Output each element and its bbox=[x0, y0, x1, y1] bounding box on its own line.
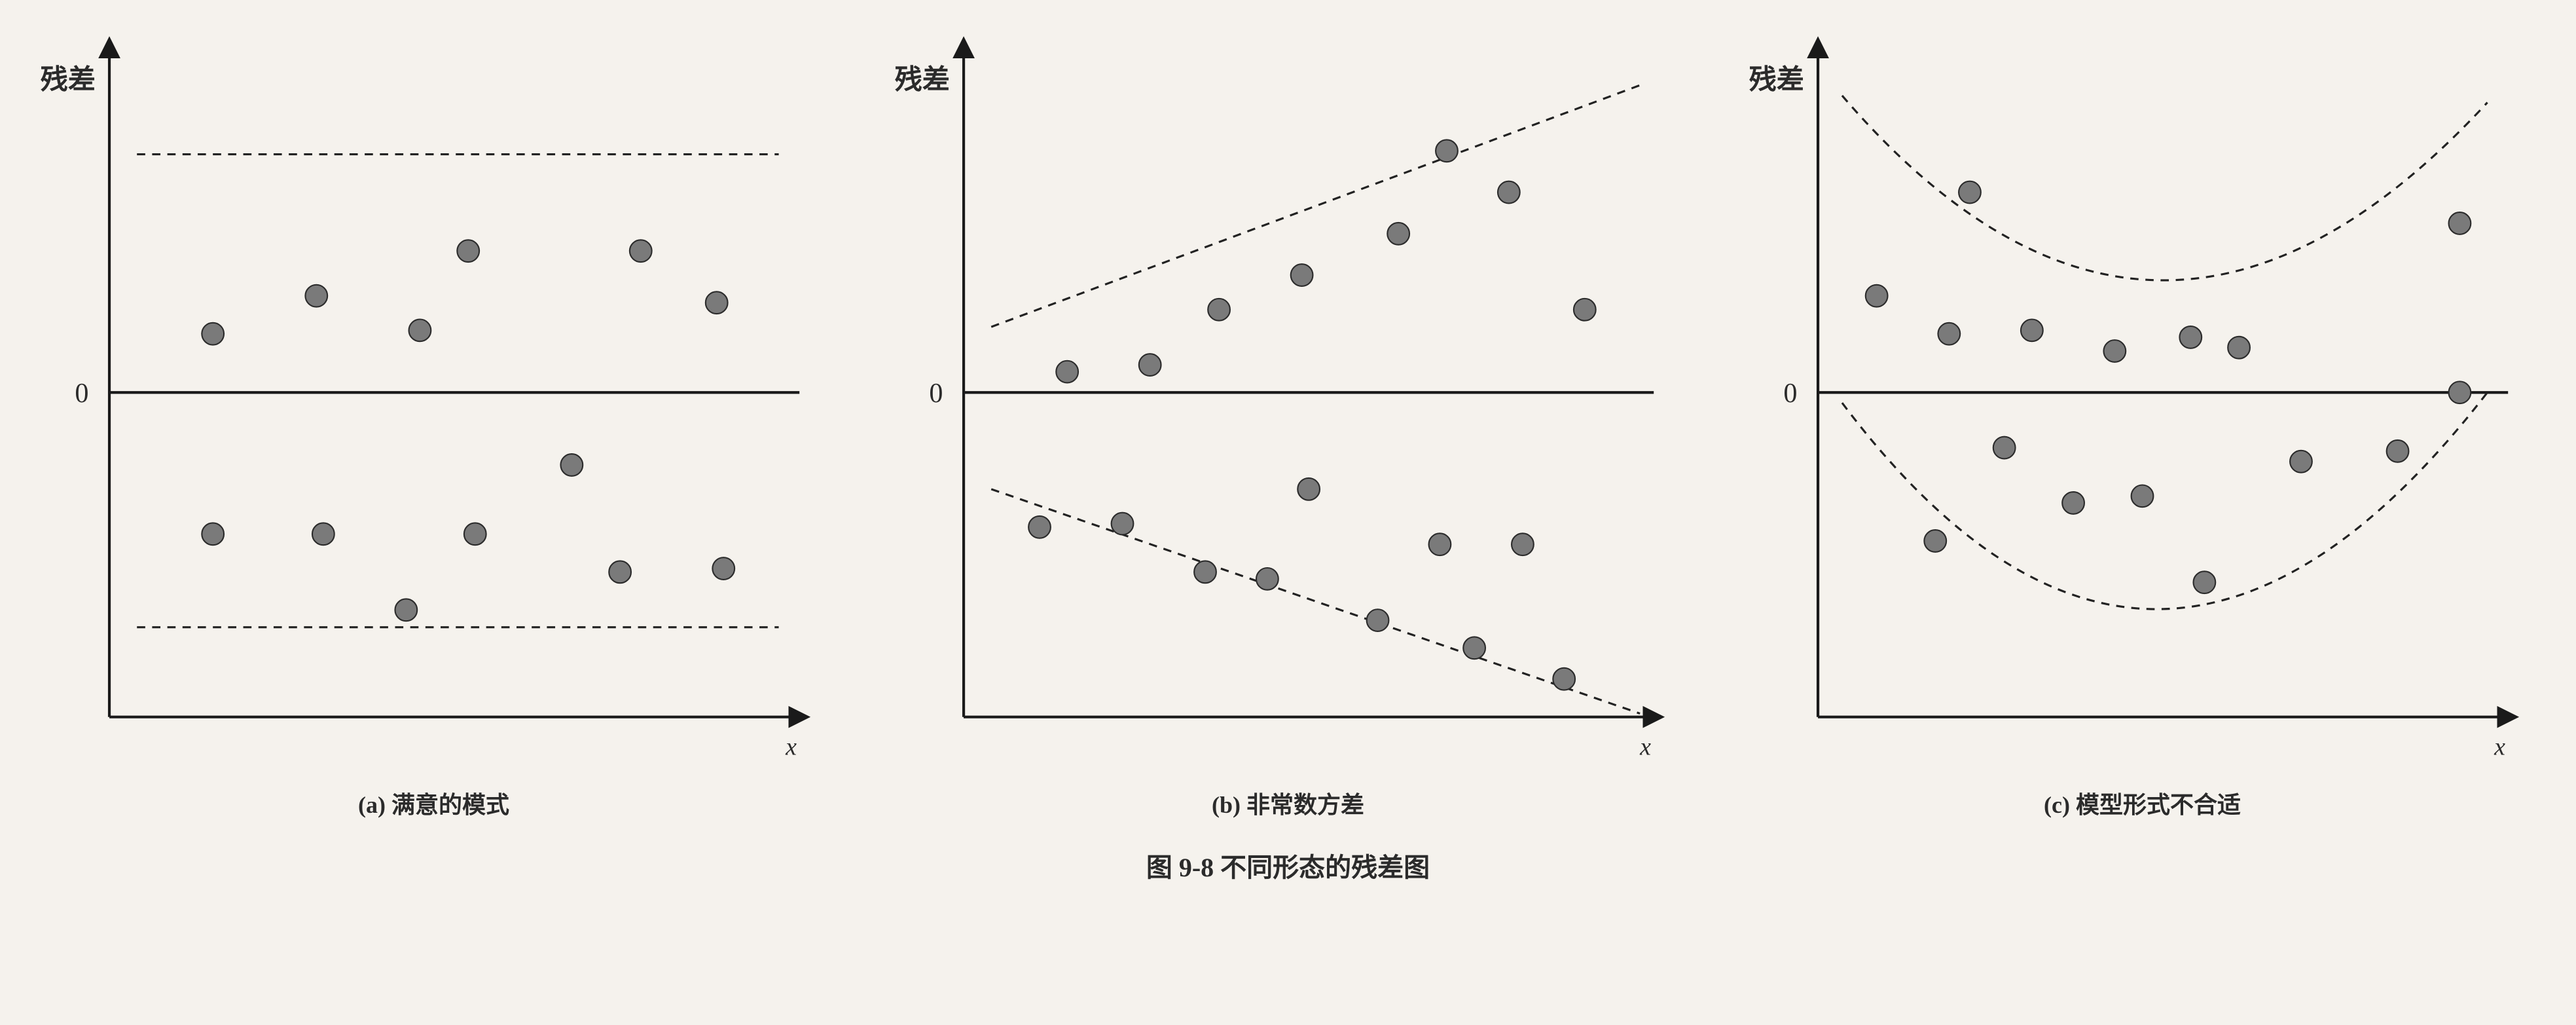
svg-text:x: x bbox=[785, 734, 797, 761]
svg-text:0: 0 bbox=[929, 378, 943, 409]
main-caption: 图 9-8 不同形态的残差图 bbox=[1146, 846, 1430, 884]
svg-text:残差: 残差 bbox=[41, 64, 96, 95]
chart-b: 残差 0 x bbox=[874, 20, 1702, 779]
panel-c: 残差 0 x (c) 模型形式不合适 bbox=[1728, 20, 2556, 820]
svg-text:0: 0 bbox=[1783, 378, 1797, 409]
subcaption-b: (b) 非常数方差 bbox=[1212, 786, 1364, 820]
svg-text:0: 0 bbox=[75, 378, 88, 409]
svg-text:残差: 残差 bbox=[895, 64, 950, 95]
figure-container: 残差 0 x (a) 满意的模式 残差 0 x (b) 非常数方差 残差 0 x (c) 模… bbox=[20, 20, 2556, 884]
svg-text:残差: 残差 bbox=[1749, 64, 1804, 95]
panels-row: 残差 0 x (a) 满意的模式 残差 0 x (b) 非常数方差 残差 0 x (c) 模… bbox=[20, 20, 2556, 820]
panel-b: 残差 0 x (b) 非常数方差 bbox=[874, 20, 1702, 820]
svg-text:x: x bbox=[2494, 734, 2505, 761]
chart-a: 残差 0 x bbox=[20, 20, 848, 779]
chart-c: 残差 0 x bbox=[1728, 20, 2556, 779]
subcaption-c: (c) 模型形式不合适 bbox=[2044, 786, 2241, 820]
panel-a: 残差 0 x (a) 满意的模式 bbox=[20, 20, 848, 820]
svg-text:x: x bbox=[1639, 734, 1651, 761]
subcaption-a: (a) 满意的模式 bbox=[358, 786, 509, 820]
